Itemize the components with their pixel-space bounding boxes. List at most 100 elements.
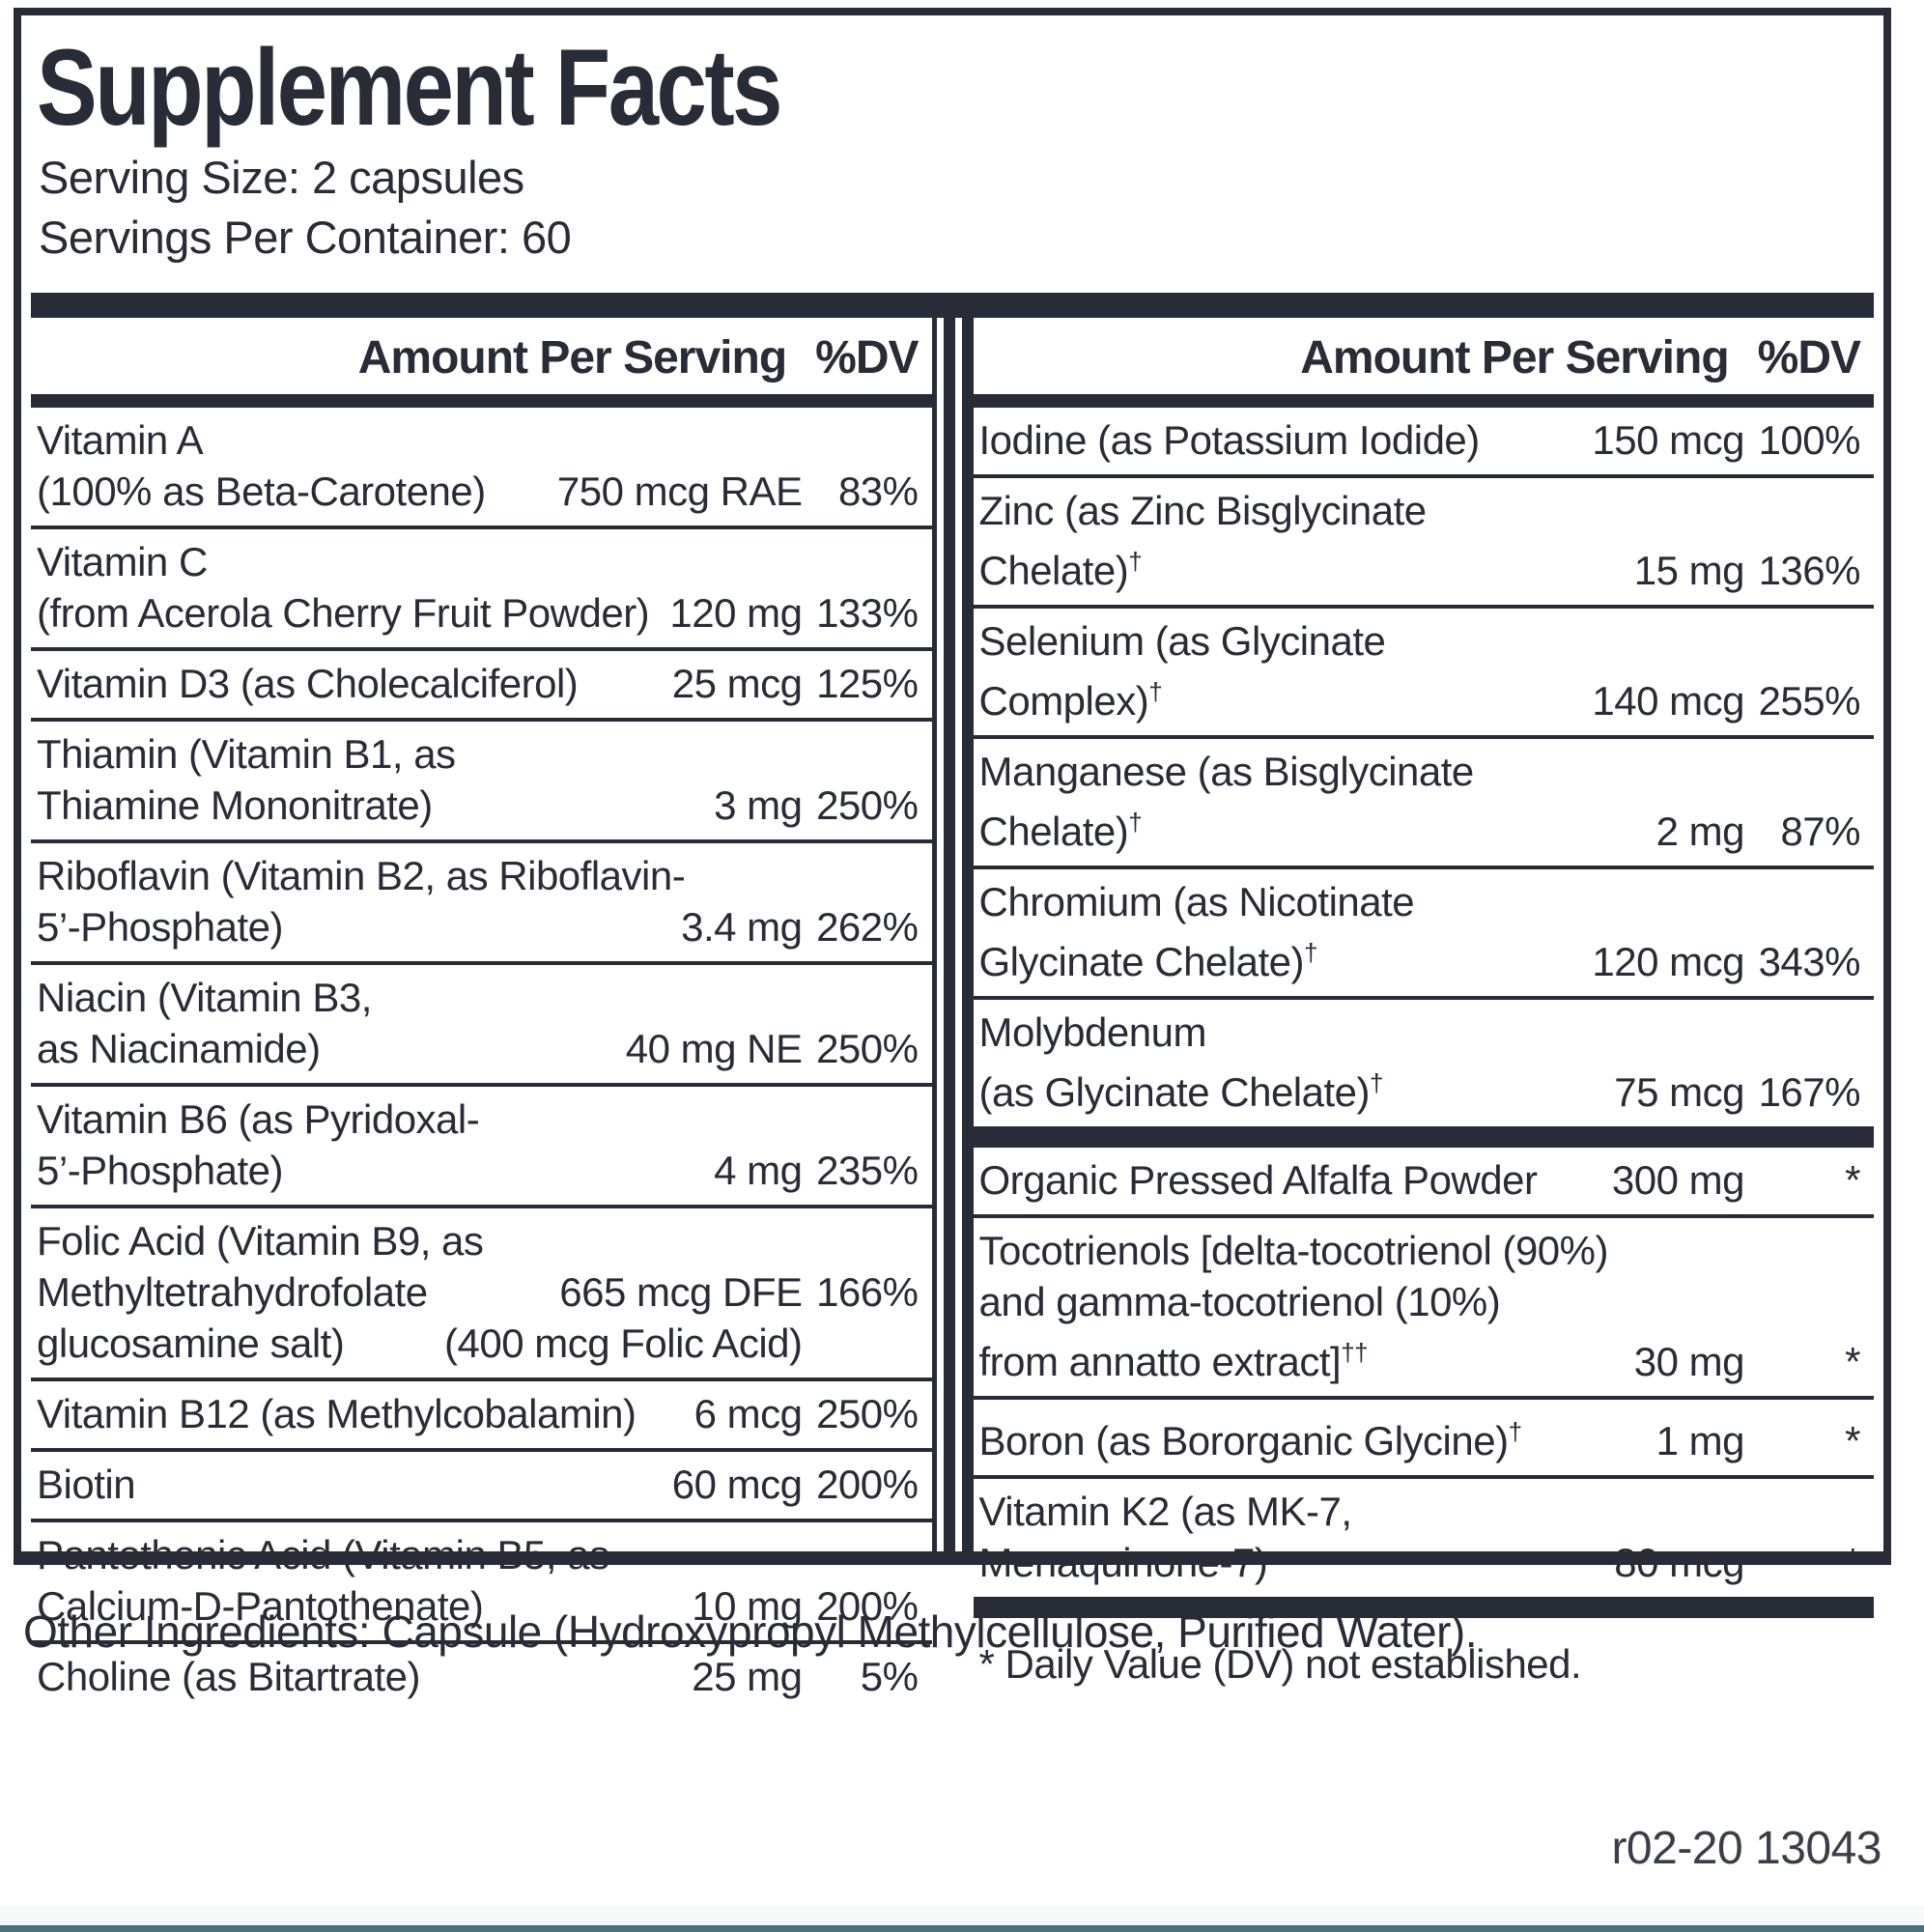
nutrient-dv: 136% bbox=[1758, 547, 1861, 593]
nutrient-amount: 25 mcg bbox=[671, 660, 803, 706]
facts-table-right: Amount Per Serving %DV Iodine (as Potass… bbox=[961, 317, 1874, 1687]
row-line: Chelate)† 2 mg 87% bbox=[979, 797, 1861, 857]
amount-per-serving-header: Amount Per Serving bbox=[357, 331, 787, 384]
row-line: glucosamine salt) (400 mcg Folic Acid) bbox=[37, 1318, 919, 1369]
table-row: Vitamin A (100% as Beta-Carotene) 750 mcg … bbox=[31, 408, 932, 526]
nutrient-name: Calcium-D-Pantothenate) bbox=[37, 1582, 484, 1629]
nutrient-dv: 235% bbox=[816, 1147, 919, 1193]
table-row: Thiamin (Vitamin B1, as Thiamine Mononitr… bbox=[31, 717, 932, 839]
nutrient-name: Organic Pressed Alfalfa Powder bbox=[978, 1156, 1538, 1203]
table-row: Molybdenum (as Glycinate Chelate)† 75 mcg 1… bbox=[973, 995, 1874, 1126]
row-line: Pantothenic Acid (Vitamin B5, as bbox=[37, 1529, 919, 1580]
nutrient-name: 5’-Phosphate) bbox=[37, 903, 284, 950]
row-line: Glycinate Chelate)† 120 mcg 343% bbox=[979, 927, 1861, 987]
nutrient-amount: 3.4 mg bbox=[681, 903, 803, 950]
amount-per-serving-header: Amount Per Serving bbox=[1300, 331, 1729, 384]
table-row: Niacin (Vitamin B3, as Niacinamide) 40 mg … bbox=[31, 960, 932, 1083]
row-line: Organic Pressed Alfalfa Powder 300 mg * bbox=[979, 1154, 1861, 1206]
table-row: Pantothenic Acid (Vitamin B5, as Calcium-… bbox=[31, 1518, 932, 1640]
row-line: as Niacinamide) 40 mg NE 250% bbox=[37, 1023, 919, 1074]
nutrient-dv: 250% bbox=[816, 781, 919, 828]
dv-footnote: * Daily Value (DV) not established. bbox=[978, 1640, 1582, 1687]
row-line: Riboflavin (Vitamin B2, as Riboflavin- bbox=[37, 850, 919, 901]
nutrient-name: Riboflavin (Vitamin B2, as Riboflavin- bbox=[37, 852, 686, 898]
row-line: Thiamine Mononitrate) 3 mg 250% bbox=[37, 780, 919, 831]
nutrient-name: Zinc (as Zinc Bisglycinate bbox=[978, 487, 1428, 533]
nutrient-amount: (400 mcg Folic Acid) bbox=[444, 1320, 803, 1366]
nutrient-dv: 262% bbox=[816, 903, 919, 950]
facts-columns: Amount Per Serving %DV Vitamin A (100% as… bbox=[31, 317, 1874, 1699]
servings-per-container: Servings Per Container: 60 bbox=[39, 211, 572, 263]
row-line: Tocotrienols [delta-tocotrienol (90%) bbox=[979, 1225, 1861, 1276]
nutrient-name: (as Glycinate Chelate)† bbox=[978, 1067, 1384, 1115]
nutrient-name: Complex)† bbox=[978, 676, 1163, 724]
nutrient-amount: 120 mg bbox=[669, 589, 803, 636]
nutrient-name: Chromium (as Nicotinate bbox=[978, 878, 1415, 924]
section-divider-bar bbox=[973, 1125, 1874, 1148]
nutrient-amount: 2 mg bbox=[1655, 808, 1745, 854]
row-line: Chelate)† 15 mg 136% bbox=[979, 536, 1861, 596]
row-line: Vitamin B6 (as Pyridoxal- bbox=[37, 1094, 919, 1145]
nutrient-name: Chelate)† bbox=[978, 546, 1143, 593]
row-line: (100% as Beta-Carotene) 750 mcg RAE 83% bbox=[37, 466, 919, 517]
nutrient-name: Manganese (as Bisglycinate bbox=[978, 748, 1475, 794]
nutrient-name: and gamma-tocotrienol (10%) bbox=[978, 1278, 1501, 1324]
nutrient-name: Pantothenic Acid (Vitamin B5, as bbox=[37, 1531, 609, 1577]
header-underline-bar bbox=[31, 393, 932, 408]
nutrient-dv: 133% bbox=[816, 589, 919, 636]
row-line: Manganese (as Bisglycinate bbox=[979, 746, 1861, 797]
nutrient-dv: 250% bbox=[816, 1025, 919, 1071]
nutrient-amount: 30 mg bbox=[1633, 1338, 1745, 1384]
nutrient-dv: 250% bbox=[816, 1390, 919, 1436]
nutrient-amount: 4 mg bbox=[714, 1147, 803, 1193]
nutrient-amount: 120 mcg bbox=[1592, 938, 1744, 984]
footnote-divider-bar bbox=[973, 1596, 1874, 1618]
facts-panel: Supplement Facts Serving Size: 2 capsule… bbox=[14, 8, 1891, 1699]
column-divider bbox=[937, 317, 962, 1552]
nutrient-name: Menaquinone-7) bbox=[978, 1539, 1268, 1585]
row-line: Chromium (as Nicotinate bbox=[979, 876, 1861, 927]
row-line: Menaquinone-7) 80 mcg * bbox=[979, 1537, 1861, 1588]
nutrient-name: Vitamin K2 (as MK-7, bbox=[978, 1488, 1353, 1534]
nutrient-amount: 60 mcg bbox=[671, 1461, 803, 1507]
table-row: Chromium (as Nicotinate Glycinate Chelate… bbox=[973, 865, 1874, 996]
nutrient-dv: * bbox=[1845, 1539, 1860, 1585]
nutrient-name: Vitamin B6 (as Pyridoxal- bbox=[37, 1095, 480, 1142]
row-line: Vitamin C bbox=[37, 536, 919, 587]
row-line: Thiamin (Vitamin B1, as bbox=[37, 728, 919, 780]
nutrient-name: Tocotrienols [delta-tocotrienol (90%) bbox=[978, 1227, 1609, 1273]
table-row: Riboflavin (Vitamin B2, as Riboflavin- 5’… bbox=[31, 838, 932, 961]
row-line: Complex)† 140 mcg 255% bbox=[979, 667, 1861, 726]
dv-header: %DV bbox=[815, 331, 919, 384]
nutrient-name: Choline (as Bitartrate) bbox=[37, 1653, 421, 1699]
column-header-left: Amount Per Serving %DV bbox=[31, 318, 932, 394]
nutrient-name: Glycinate Chelate)† bbox=[978, 937, 1318, 984]
row-line: Iodine (as Potassium Iodide) 150 mcg 100% bbox=[979, 414, 1861, 466]
nutrient-name: Folic Acid (Vitamin B9, as bbox=[37, 1217, 484, 1264]
nutrient-dv: 343% bbox=[1758, 938, 1861, 984]
nutrient-name: Biotin bbox=[37, 1461, 136, 1507]
table-row: Vitamin B6 (as Pyridoxal- 5’-Phosphate) 4 … bbox=[31, 1082, 932, 1205]
nutrient-amount: 300 mg bbox=[1611, 1156, 1745, 1203]
table-row: Vitamin B12 (as Methylcobalamin) 6 mcg 250… bbox=[31, 1377, 932, 1448]
nutrient-dv: 255% bbox=[1758, 677, 1861, 724]
row-line: Niacin (Vitamin B3, bbox=[37, 972, 919, 1023]
top-divider-bar bbox=[31, 292, 1874, 318]
nutrient-name: Selenium (as Glycinate bbox=[978, 617, 1386, 664]
row-line: (from Acerola Cherry Fruit Powder) 120 mg… bbox=[37, 587, 919, 639]
table-row: Choline (as Bitartrate) 25 mg 5% bbox=[31, 1639, 932, 1711]
table-row: Zinc (as Zinc Bisglycinate Chelate)† 15 mg… bbox=[973, 473, 1874, 605]
nutrient-name: Methyltetrahydrofolate bbox=[37, 1268, 428, 1315]
table-row: Folic Acid (Vitamin B9, as Methyltetrahyd… bbox=[31, 1204, 932, 1378]
serving-size: Serving Size: 2 capsules bbox=[39, 151, 524, 203]
row-line: Vitamin B12 (as Methylcobalamin) 6 mcg 250… bbox=[37, 1388, 919, 1439]
row-line: Methyltetrahydrofolate 665 mcg DFE 166% bbox=[37, 1266, 919, 1318]
bottom-strip-light bbox=[0, 1906, 1924, 1925]
table-row: Vitamin C (from Acerola Cherry Fruit Powd… bbox=[31, 525, 932, 647]
facts-table-left: Amount Per Serving %DV Vitamin A (100% as… bbox=[31, 317, 937, 1699]
row-line: (as Glycinate Chelate)† 75 mcg 167% bbox=[979, 1058, 1861, 1118]
nutrient-name: from annatto extract]†† bbox=[978, 1337, 1369, 1384]
nutrient-amount: 6 mcg bbox=[693, 1390, 803, 1436]
nutrient-name: Vitamin C bbox=[37, 538, 208, 584]
